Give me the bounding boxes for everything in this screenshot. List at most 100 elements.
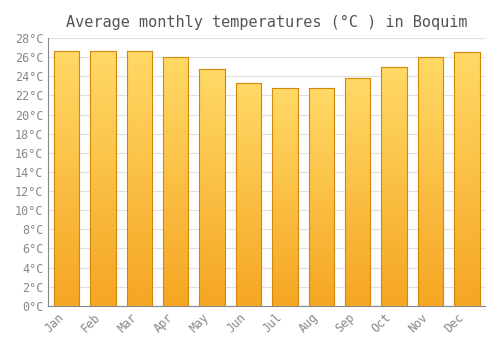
Bar (418, 132, 443, 137)
Bar (272, 197, 297, 201)
Bar (345, 110, 370, 115)
Bar (236, 226, 261, 230)
Bar (54, 168, 80, 173)
Bar (454, 199, 479, 204)
Bar (54, 81, 80, 86)
Bar (418, 77, 443, 82)
Bar (345, 292, 370, 297)
Bar (200, 220, 225, 225)
Bar (272, 123, 297, 127)
Bar (200, 244, 225, 249)
Bar (54, 107, 80, 112)
Bar (308, 201, 334, 205)
Bar (382, 253, 407, 258)
Bar (454, 52, 479, 57)
Bar (345, 260, 370, 265)
Bar (126, 66, 152, 71)
Bar (345, 242, 370, 247)
Bar (163, 221, 188, 226)
Bar (382, 205, 407, 210)
Bar (90, 209, 116, 214)
Bar (126, 270, 152, 275)
Bar (382, 296, 407, 301)
Bar (163, 72, 188, 77)
Bar (308, 140, 334, 145)
Bar (126, 194, 152, 198)
Bar (200, 282, 225, 287)
Bar (90, 198, 116, 204)
Bar (345, 197, 370, 201)
Bar (418, 152, 443, 157)
Bar (54, 158, 80, 163)
Bar (308, 158, 334, 162)
Bar (454, 215, 479, 220)
Bar (272, 201, 297, 205)
Bar (200, 216, 225, 220)
Bar (126, 56, 152, 61)
Bar (272, 210, 297, 214)
Bar (90, 188, 116, 194)
Bar (200, 187, 225, 192)
Bar (54, 198, 80, 204)
Bar (163, 176, 188, 182)
Bar (382, 196, 407, 201)
Bar (236, 284, 261, 288)
Bar (418, 112, 443, 117)
Bar (54, 194, 80, 198)
Bar (272, 253, 297, 258)
Bar (54, 239, 80, 245)
Bar (454, 88, 479, 93)
Bar (272, 240, 297, 245)
Bar (418, 127, 443, 132)
Bar (345, 219, 370, 224)
Bar (54, 178, 80, 183)
Bar (126, 219, 152, 224)
Bar (200, 258, 225, 263)
Bar (163, 67, 188, 72)
Bar (382, 201, 407, 205)
Bar (272, 114, 297, 118)
Bar (345, 283, 370, 288)
Bar (236, 110, 261, 114)
Bar (454, 169, 479, 174)
Bar (454, 57, 479, 63)
Bar (308, 153, 334, 158)
Bar (308, 145, 334, 149)
Bar (454, 240, 479, 245)
Bar (382, 139, 407, 143)
Bar (418, 202, 443, 206)
Bar (126, 290, 152, 296)
Bar (90, 183, 116, 188)
Bar (345, 256, 370, 260)
Bar (345, 101, 370, 106)
Bar (382, 177, 407, 182)
Bar (126, 275, 152, 280)
Bar (382, 277, 407, 282)
Bar (418, 107, 443, 112)
Bar (454, 164, 479, 169)
Bar (54, 219, 80, 224)
Bar (418, 176, 443, 182)
Bar (418, 72, 443, 77)
Bar (382, 282, 407, 287)
Bar (200, 149, 225, 154)
Bar (308, 136, 334, 140)
Bar (236, 150, 261, 154)
Bar (382, 114, 407, 119)
Bar (90, 132, 116, 137)
Bar (418, 221, 443, 226)
Bar (163, 77, 188, 82)
Bar (90, 142, 116, 148)
Bar (90, 50, 116, 56)
Bar (382, 220, 407, 225)
Bar (382, 86, 407, 91)
Bar (454, 255, 479, 260)
Bar (200, 287, 225, 292)
Bar (126, 301, 152, 306)
Bar (382, 215, 407, 220)
Bar (345, 224, 370, 229)
Bar (418, 62, 443, 67)
Bar (454, 113, 479, 118)
Bar (200, 74, 225, 78)
Bar (54, 142, 80, 148)
